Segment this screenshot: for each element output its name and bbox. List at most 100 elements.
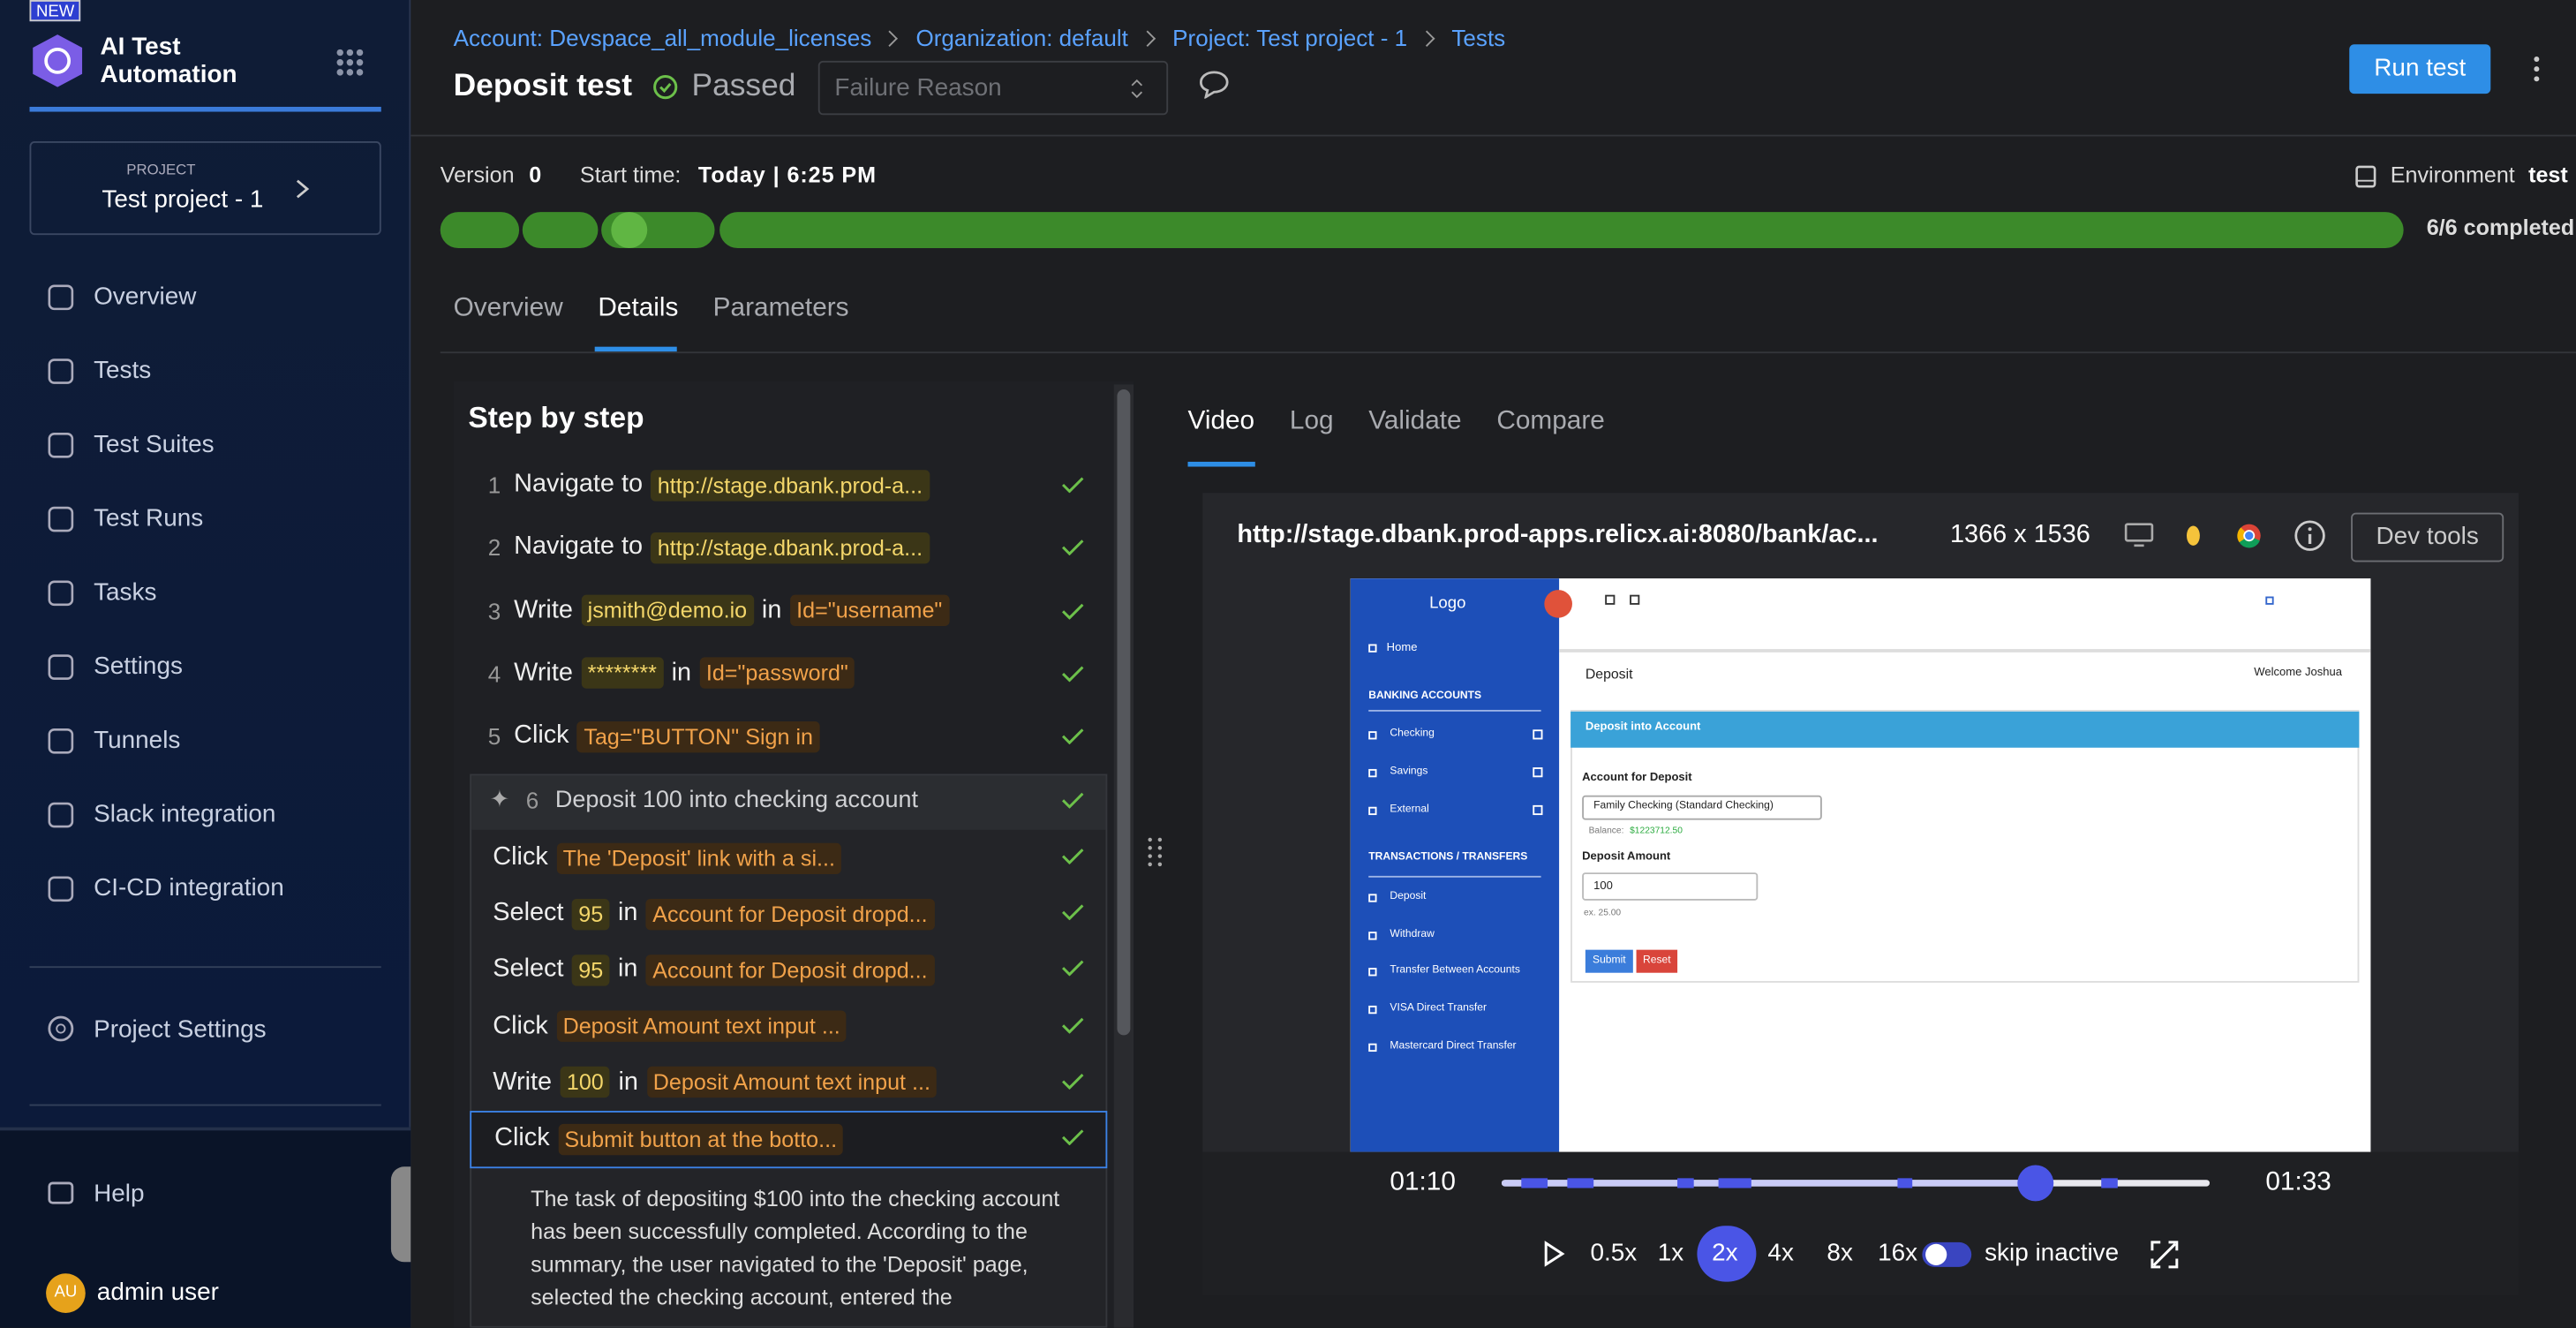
step-row[interactable]: 4 Write ******** in Id="password" <box>488 653 860 693</box>
environment-icon <box>2355 165 2376 188</box>
timeline-thumb[interactable] <box>2017 1165 2054 1202</box>
scrollbar-thumb[interactable] <box>1117 389 1131 1036</box>
resize-handle[interactable] <box>1145 834 1164 867</box>
app-logo <box>33 34 83 87</box>
preview-bullet <box>1368 894 1377 902</box>
start-time: Today | 6:25 PM <box>697 162 877 188</box>
step-action: Write <box>493 1068 553 1096</box>
preview-bullet <box>1533 729 1543 740</box>
breadcrumbs: Account: Devspace_all_module_licenses Org… <box>454 21 1506 54</box>
step-row[interactable]: 2 Navigate to http://stage.dbank.prod-a... <box>488 528 934 568</box>
nav-item[interactable]: CI-CD integration <box>94 874 284 902</box>
preview-sidebar <box>1350 578 1560 1152</box>
breadcrumb[interactable]: Account: Devspace_all_module_licenses <box>453 24 872 51</box>
comment-icon[interactable] <box>1198 69 1231 99</box>
user-name[interactable]: admin user <box>96 1278 219 1307</box>
speed-option[interactable]: 4x <box>1767 1239 1794 1267</box>
preview-bullet <box>1368 731 1377 740</box>
dev-tools-button[interactable]: Dev tools <box>2351 512 2504 562</box>
step-number: 2 <box>487 534 501 562</box>
project-selector[interactable]: PROJECT Test project - 1 <box>29 141 381 236</box>
step-row[interactable]: 5 Click Tag="BUTTON" Sign in <box>488 717 825 757</box>
tab[interactable]: Details <box>598 294 679 322</box>
player-tab[interactable]: Video <box>1187 407 1255 436</box>
steps-title: Step by step <box>468 401 644 434</box>
page-title: Deposit test <box>453 69 633 104</box>
nav-icon <box>48 802 74 828</box>
step-row[interactable]: Click Submit button at the botto... <box>491 1119 848 1158</box>
step-chip: 100 <box>560 1067 611 1098</box>
nav-item[interactable]: Settings <box>94 652 183 681</box>
progress-segment <box>440 212 520 249</box>
run-test-button[interactable]: Run test <box>2349 44 2491 94</box>
step-chip: http://stage.dbank.prod-a... <box>651 469 930 501</box>
tab[interactable]: Overview <box>453 294 563 322</box>
more-menu[interactable] <box>2532 54 2542 83</box>
nav-item[interactable]: Tunnels <box>94 726 181 755</box>
preview-amount-label: Deposit Amount <box>1582 850 1671 864</box>
preview-url: http://stage.dbank.prod-apps.relicx.ai:8… <box>1237 520 1879 549</box>
nav-item[interactable]: Test Suites <box>94 430 215 459</box>
player-tab[interactable]: Log <box>1289 407 1334 436</box>
speed-option[interactable]: 0.5x <box>1590 1239 1638 1267</box>
preview-logo: Logo <box>1429 594 1466 614</box>
step-action: Navigate to <box>514 470 644 498</box>
tab[interactable]: Parameters <box>712 294 849 322</box>
step-row[interactable]: 3 Write jsmith@demo.io in Id="username" <box>488 591 954 630</box>
preview-balance: $1223712.50 <box>1630 826 1683 837</box>
step-chip: Id="password" <box>699 658 855 690</box>
activity-marker <box>1567 1178 1594 1188</box>
preview-account: Checking <box>1390 728 1435 740</box>
version: 0 <box>529 162 542 188</box>
activity-marker <box>2101 1178 2118 1188</box>
breadcrumb[interactable]: Project: Test project - 1 <box>1172 24 1408 51</box>
speed-option[interactable]: 1x <box>1657 1239 1684 1267</box>
step-action: Click <box>514 721 569 750</box>
preview-card-title: Deposit into Account <box>1585 721 1701 734</box>
preview-home: Home <box>1386 642 1418 654</box>
speed-option[interactable]: 2x <box>1712 1239 1738 1267</box>
breadcrumb-separator <box>882 29 899 47</box>
player-tab[interactable]: Compare <box>1496 407 1605 436</box>
project-label: PROJECT <box>126 161 196 177</box>
active-speed <box>1697 1226 1757 1282</box>
help[interactable]: Help <box>94 1180 145 1208</box>
nav-item[interactable]: Slack integration <box>94 800 276 828</box>
step-row[interactable]: Write 100 in Deposit Amount text input ... <box>490 1063 942 1103</box>
new-badge: NEW <box>29 0 81 22</box>
fullscreen-button[interactable] <box>2150 1241 2179 1269</box>
step-row[interactable]: ✦ 6 Deposit 100 into checking account <box>490 781 918 820</box>
project-settings[interactable]: Project Settings <box>94 1015 267 1044</box>
collapse-handle[interactable] <box>390 1166 411 1263</box>
speed-option[interactable]: 8x <box>1827 1239 1853 1267</box>
select-arrows <box>1131 79 1143 99</box>
chrome-icon <box>2237 524 2261 548</box>
step-row[interactable]: Click The 'Deposit' link with a si... <box>490 838 847 878</box>
app-name: AI Test Automation <box>100 33 237 89</box>
info-icon[interactable] <box>2294 519 2326 552</box>
nav-item[interactable]: Tasks <box>94 578 157 607</box>
step-row[interactable]: Select 95 in Account for Deposit dropd... <box>490 950 939 990</box>
play-button[interactable] <box>1542 1241 1565 1267</box>
linux-icon <box>2186 525 2200 546</box>
step-row[interactable]: Select 95 in Account for Deposit dropd... <box>490 894 939 934</box>
pass-check <box>1062 1073 1084 1090</box>
step-action: Write <box>514 595 573 624</box>
step-summary: The task of depositing $100 into the che… <box>531 1186 1060 1310</box>
step-row[interactable]: Click Deposit Amount text input ... <box>490 1007 852 1046</box>
activity-marker <box>1897 1178 1913 1188</box>
breadcrumb[interactable]: Tests <box>1451 24 1506 51</box>
failure-reason-select[interactable]: Failure Reason <box>817 60 1169 116</box>
step-chip: The 'Deposit' link with a si... <box>556 841 842 874</box>
step-chip: http://stage.dbank.prod-a... <box>651 532 930 563</box>
apps-grid[interactable] <box>335 48 365 77</box>
breadcrumb[interactable]: Organization: default <box>915 24 1128 51</box>
step-row[interactable]: 1 Navigate to http://stage.dbank.prod-a... <box>488 465 934 505</box>
step-number: 6 <box>525 787 539 814</box>
speed-option[interactable]: 16x <box>1878 1239 1918 1267</box>
player-tab[interactable]: Validate <box>1368 407 1462 436</box>
nav-item[interactable]: Overview <box>94 283 197 311</box>
nav-item[interactable]: Test Runs <box>94 504 204 532</box>
nav-item[interactable]: Tests <box>94 356 152 385</box>
